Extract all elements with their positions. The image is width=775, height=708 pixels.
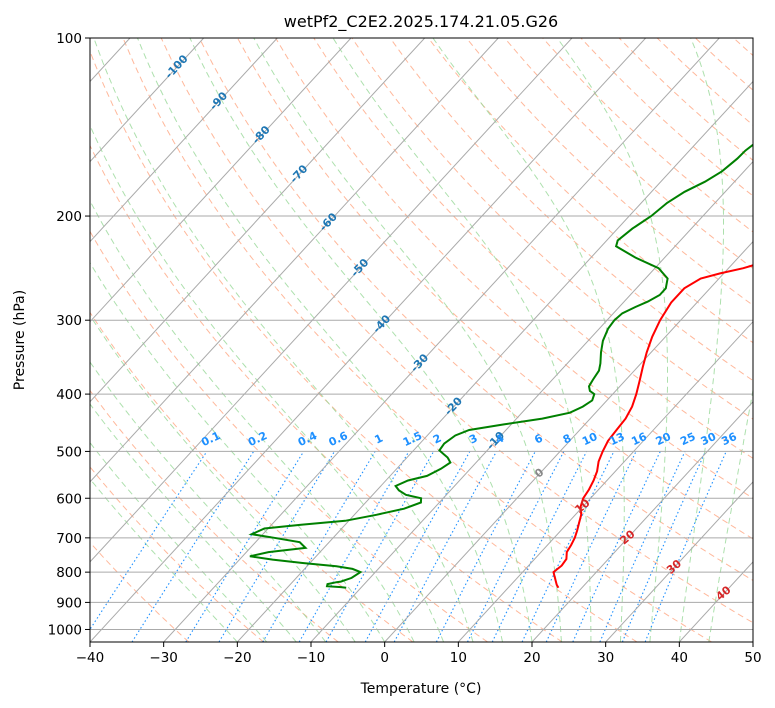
moist-adiabat bbox=[137, 38, 503, 642]
mixing-ratio-line bbox=[621, 451, 706, 642]
moist-adiabat bbox=[189, 38, 533, 642]
isotherm-line bbox=[457, 320, 753, 642]
temperature-line bbox=[552, 264, 753, 589]
mixing-ratio-label: 20 bbox=[654, 430, 674, 448]
isotherm-line bbox=[90, 38, 573, 563]
profile-lines bbox=[248, 143, 753, 589]
isotherm-line bbox=[90, 38, 499, 483]
moist-adiabat bbox=[708, 387, 753, 642]
isotherm-line bbox=[384, 240, 753, 642]
mixing-ratio-line bbox=[491, 451, 588, 642]
isotherm-line bbox=[90, 38, 647, 642]
dry-adiabat bbox=[90, 230, 488, 642]
dry-adiabat bbox=[313, 38, 753, 459]
isotherm-line bbox=[90, 38, 278, 243]
y-tick-label: 700 bbox=[56, 531, 82, 547]
dry-adiabat bbox=[90, 541, 190, 642]
moist-adiabat bbox=[90, 124, 445, 642]
y-tick-label: 200 bbox=[56, 209, 82, 225]
x-tick-label: −10 bbox=[297, 650, 326, 666]
x-tick-label: 40 bbox=[671, 650, 688, 666]
mixing-ratio-label: 25 bbox=[678, 430, 697, 448]
y-tick-label: 500 bbox=[56, 444, 82, 460]
x-tick-label: 50 bbox=[744, 650, 761, 666]
y-tick-label: 1000 bbox=[48, 622, 82, 638]
x-axis-label: Temperature (°C) bbox=[360, 681, 482, 697]
x-tick-label: −40 bbox=[76, 650, 105, 666]
dry-adiabat bbox=[160, 38, 753, 624]
x-tick-label: −30 bbox=[149, 650, 178, 666]
y-tick-label: 300 bbox=[56, 313, 82, 329]
dry-adiabat bbox=[90, 49, 638, 642]
mixing-ratio-label: 36 bbox=[719, 430, 739, 448]
mixing-ratio-label: 30 bbox=[699, 430, 719, 448]
chart-title: wetPf2_C2E2.2025.174.21.05.G26 bbox=[284, 12, 558, 32]
mixing-ratio-line bbox=[218, 451, 335, 642]
moist-adiabat bbox=[332, 38, 592, 642]
x-tick-label: 10 bbox=[450, 650, 467, 666]
x-axis: −40 −30 −20 −10 0 10 20 30 40 50 bbox=[76, 642, 762, 666]
moist-adiabat bbox=[90, 199, 415, 642]
moist-adiabat bbox=[253, 38, 562, 642]
moist-adiabat bbox=[432, 38, 625, 642]
dry-adiabat bbox=[122, 38, 712, 642]
dry-adiabat bbox=[198, 38, 753, 581]
y-axis-label: Pressure (hPa) bbox=[12, 290, 28, 390]
grid-lines bbox=[90, 38, 753, 642]
mixing-ratio-label: 16 bbox=[629, 430, 649, 448]
x-tick-label: 30 bbox=[597, 650, 614, 666]
mixing-ratio-line bbox=[90, 451, 208, 631]
moist-adiabat bbox=[678, 38, 724, 642]
y-tick-label: 100 bbox=[56, 31, 82, 47]
isotherm-line bbox=[163, 38, 720, 642]
x-tick-label: 0 bbox=[380, 650, 389, 666]
y-tick-label: 600 bbox=[56, 491, 82, 507]
dry-adiabat bbox=[90, 144, 563, 642]
dry-adiabat bbox=[427, 38, 753, 344]
moist-adiabat bbox=[90, 361, 327, 642]
isotherm-line bbox=[90, 38, 205, 163]
moist-adiabat bbox=[90, 403, 297, 642]
mixing-ratio-label: 13 bbox=[607, 430, 626, 448]
mixing-ratio-line bbox=[572, 451, 661, 642]
y-axis: 100 200 300 400 500 600 700 800 900 1000 bbox=[48, 31, 90, 638]
moist-adiabat bbox=[90, 314, 356, 642]
isotherm-line bbox=[531, 401, 753, 642]
y-tick-label: 400 bbox=[56, 387, 82, 403]
y-tick-label: 900 bbox=[56, 595, 82, 611]
mixing-ratio-line bbox=[364, 451, 471, 642]
dry-adiabat bbox=[275, 38, 753, 499]
dewpoint-line bbox=[248, 143, 753, 589]
mixing-ratio-line bbox=[185, 451, 305, 642]
mixing-ratio-line bbox=[131, 451, 255, 642]
dry-adiabat bbox=[389, 38, 753, 382]
x-tick-label: −20 bbox=[223, 650, 252, 666]
moist-adiabat bbox=[556, 38, 668, 642]
mixing-ratio-line bbox=[467, 451, 565, 642]
mixing-ratio-line bbox=[393, 451, 497, 642]
dry-adiabat bbox=[351, 38, 753, 420]
x-tick-label: 20 bbox=[523, 650, 540, 666]
isotherm-line bbox=[236, 80, 753, 642]
isotherm-line bbox=[90, 38, 352, 323]
plot-frame bbox=[89, 37, 754, 643]
isotherm-line bbox=[90, 38, 426, 403]
dry-adiabat bbox=[90, 466, 264, 642]
y-tick-label: 800 bbox=[56, 565, 82, 581]
mixing-ratio-label: 10 bbox=[580, 430, 600, 448]
isotherm-line bbox=[605, 481, 753, 642]
mixing-ratio-line bbox=[599, 451, 686, 642]
isotherm-line bbox=[310, 160, 753, 642]
